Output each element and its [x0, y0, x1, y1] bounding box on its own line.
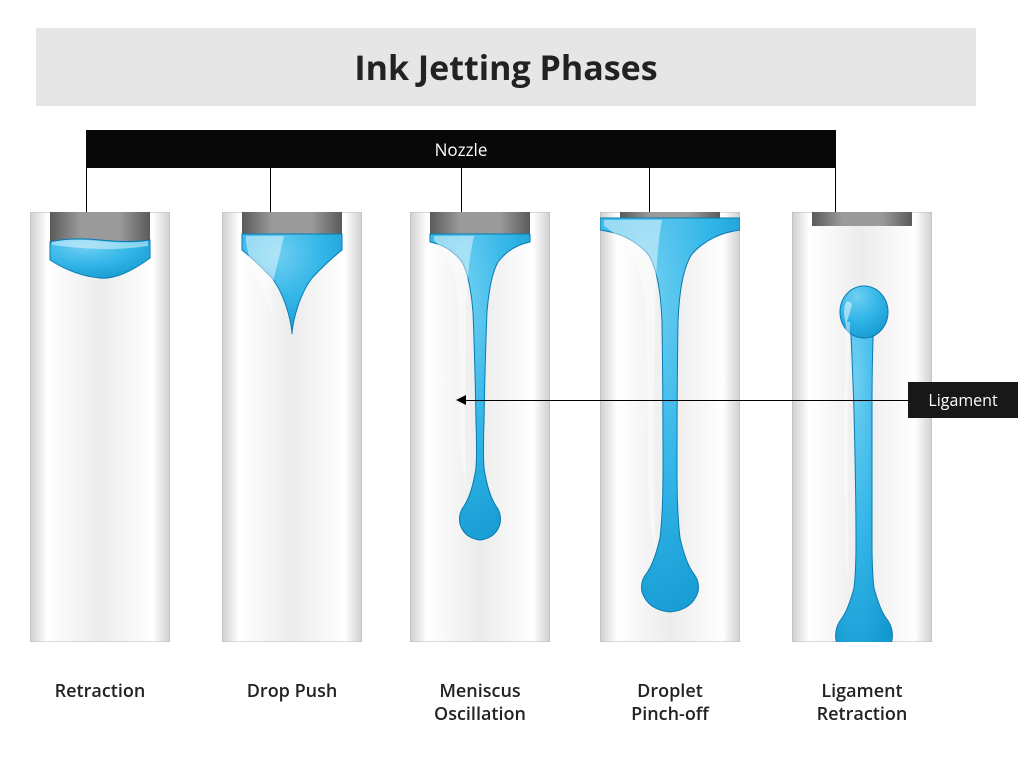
- ligament-callout: Ligament: [908, 382, 1018, 418]
- phase-label: LigamentRetraction: [777, 680, 947, 725]
- nozzle-label-bar: Nozzle: [86, 130, 836, 168]
- ligament-arrow-line: [462, 400, 908, 401]
- phase-tube-retraction: [30, 212, 170, 642]
- nozzle-label: Nozzle: [435, 138, 488, 161]
- phase-label: Retraction: [15, 680, 185, 703]
- bracket-tick: [270, 168, 271, 212]
- title-bar: Ink Jetting Phases: [36, 28, 976, 106]
- ligament-label: Ligament: [928, 389, 997, 411]
- phase-label: DropletPinch-off: [585, 680, 755, 725]
- bracket-tick: [86, 168, 87, 212]
- phase-tube-meniscus: [410, 212, 550, 642]
- bracket-tick: [835, 168, 836, 212]
- phase-label: MeniscusOscillation: [395, 680, 565, 725]
- phase-label: Drop Push: [207, 680, 377, 703]
- phase-tube-drop_push: [222, 212, 362, 642]
- bracket-tick: [649, 168, 650, 212]
- page-title: Ink Jetting Phases: [354, 44, 657, 90]
- phase-tube-pinchoff: [600, 212, 740, 642]
- phase-tube-lig_retract: [792, 212, 932, 642]
- ligament-arrowhead-icon: [456, 395, 466, 405]
- bracket-tick: [461, 168, 462, 212]
